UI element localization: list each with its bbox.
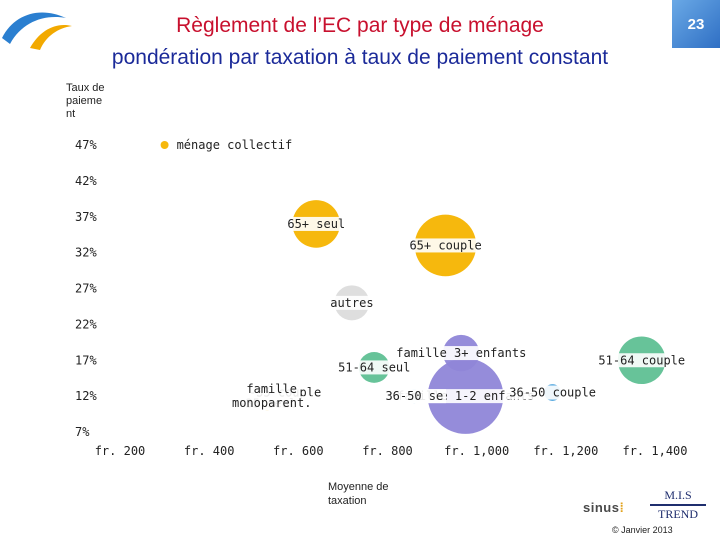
x-tick-label: fr. 1,400 — [622, 444, 687, 458]
y-tick-label: 17% — [75, 353, 97, 367]
bubble-label-m-nage-collectif-bg — [173, 138, 295, 152]
bubble-label-36-50-seul: 36-50 se — [385, 389, 443, 403]
bubble-label-51-64-seul-bg — [335, 360, 414, 375]
sinus-dots-icon: ⁞ — [619, 500, 625, 515]
bubble-label-51-64-seul: 51-64 seul — [338, 360, 410, 374]
x-axis-label: Moyenne de taxation — [328, 481, 389, 507]
y-tick-label: 47% — [75, 138, 97, 152]
sinus-logo-text: sinus — [583, 500, 620, 515]
bubble-label-65-couple: 65+ couple — [409, 238, 481, 252]
page-title: Règlement de l’EC par type de ménage — [176, 14, 544, 37]
mis-trend-logo: M.I.S TREND — [646, 488, 710, 522]
page-subtitle: pondération par taxation à taux de paiem… — [111, 46, 609, 69]
bubble-m-nage-collectif — [160, 141, 169, 149]
bubble-label-famille-monoparent--bg — [228, 396, 315, 411]
y-tick-label: 12% — [75, 389, 97, 403]
copyright: © Janvier 2013 — [612, 525, 673, 535]
x-tick-label: fr. 1,000 — [444, 444, 509, 458]
y-axis-label: Taux de paieme nt — [66, 82, 105, 120]
y-tick-label: 22% — [75, 317, 97, 331]
bubble-label-m-nage-collectif: ménage collectif — [177, 138, 293, 152]
x-tick-label: fr. 400 — [184, 444, 235, 458]
bubble-label-autres-bg — [327, 295, 377, 310]
y-tick-label: 32% — [75, 246, 97, 260]
x-tick-label: fr. 1,200 — [533, 444, 598, 458]
mis-logo-line2: TREND — [658, 507, 698, 521]
bubble-label-65-seul-bg — [284, 216, 348, 231]
mis-logo-line1: M.I.S — [664, 488, 692, 502]
bubble-label-famille-monoparent-: monoparent. — [232, 396, 311, 410]
bubble-label-famille-3-enfants-bg — [393, 346, 529, 361]
bubble-label-51-64-couple-bg — [595, 353, 688, 368]
bubble-label-51-64-couple: 51-64 couple — [598, 353, 685, 367]
x-tick-label: fr. 200 — [95, 444, 146, 458]
y-tick-label: 42% — [75, 174, 97, 188]
bubble-label-65-couple-bg — [406, 238, 485, 253]
logo-swoosh-icon — [2, 12, 72, 50]
x-tick-label: fr. 800 — [362, 444, 413, 458]
bubble-label-36-50-seul-bg — [382, 389, 447, 404]
bubble-label-65-seul: 65+ seul — [287, 217, 345, 231]
bubble-label-famille-monoparent-: famille — [246, 382, 297, 396]
bubble-label-autres: autres — [330, 296, 373, 310]
bubble-label-36-50-couple: 36-50 couple — [509, 386, 596, 400]
bubble-label-36-50-couple-bg — [506, 385, 599, 400]
slide-number: 23 — [672, 0, 720, 48]
sinus-logo: sinus⁞ — [583, 500, 624, 515]
bubble-label-famille-monoparent--bg — [243, 382, 300, 397]
y-tick-label: 7% — [75, 425, 90, 439]
mis-logo-divider — [650, 504, 706, 506]
x-tick-label: fr. 600 — [273, 444, 324, 458]
y-tick-label: 27% — [75, 282, 97, 296]
y-tick-label: 37% — [75, 210, 97, 224]
bubble-label-famille-3-enfants: famille 3+ enfants — [396, 346, 526, 360]
